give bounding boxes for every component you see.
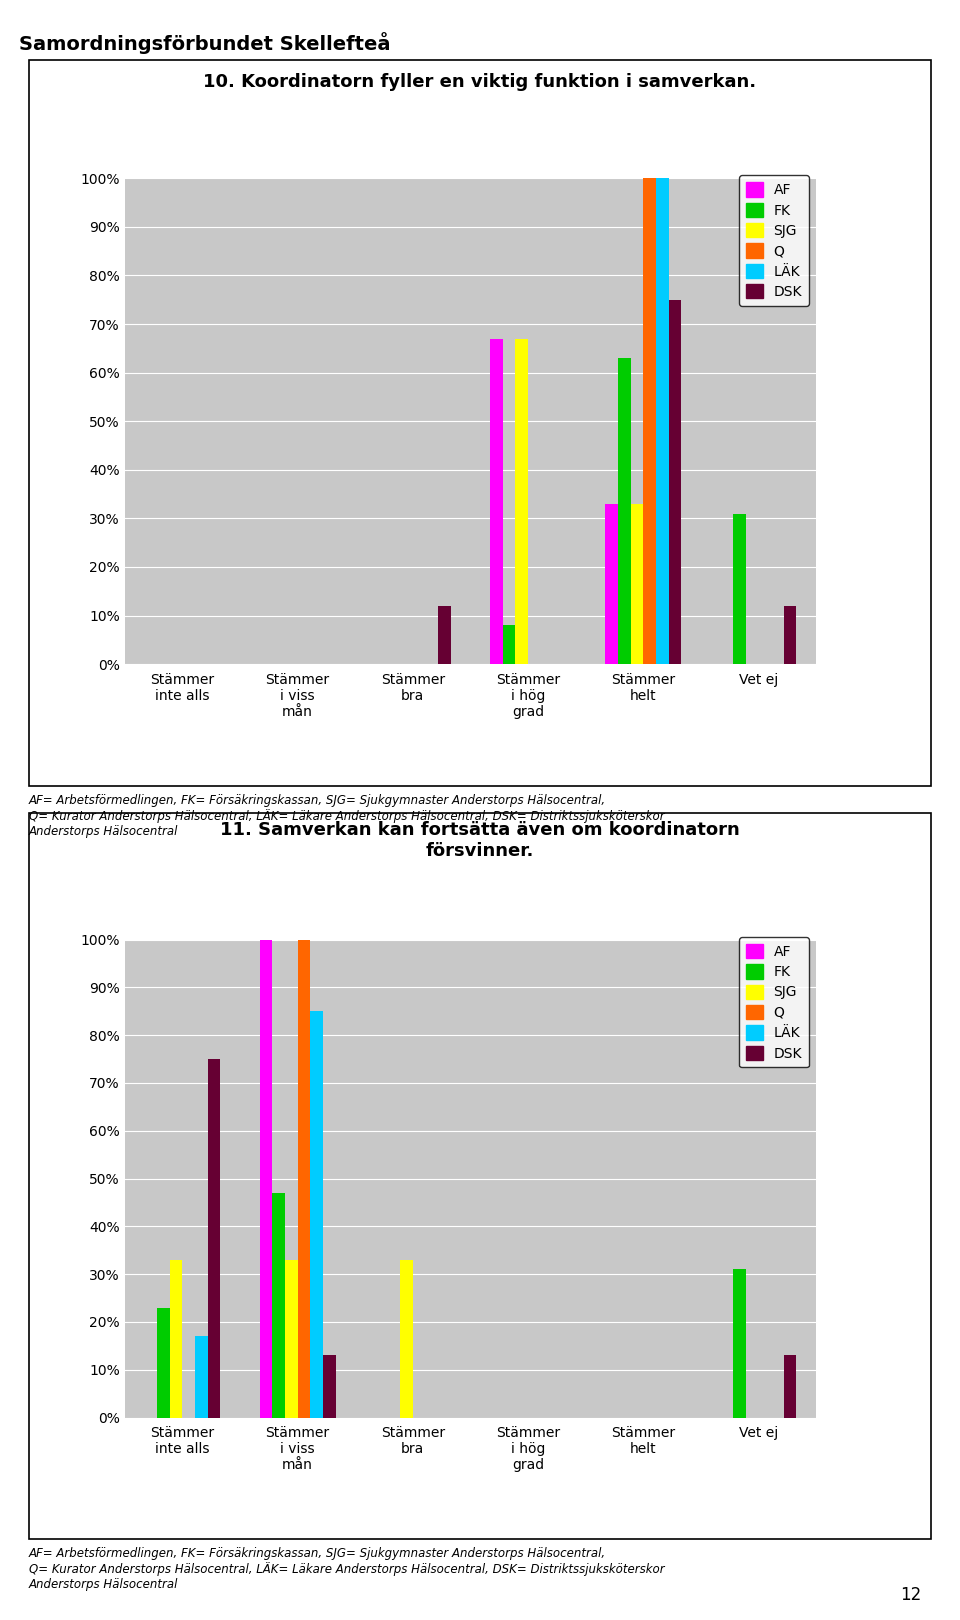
- Bar: [503, 625, 516, 664]
- Bar: [733, 514, 746, 664]
- Bar: [195, 1336, 207, 1418]
- Text: 12: 12: [900, 1586, 922, 1604]
- Text: AF= Arbetsförmedlingen, FK= Försäkringskassan, SJG= Sjukgymnaster Anderstorps Hä: AF= Arbetsförmedlingen, FK= Försäkringsk…: [29, 1547, 664, 1591]
- Bar: [157, 1307, 170, 1418]
- Bar: [490, 339, 503, 664]
- Bar: [323, 1356, 336, 1418]
- Text: Samordningsförbundet Skellefteå: Samordningsförbundet Skellefteå: [19, 32, 391, 55]
- Bar: [631, 504, 643, 664]
- Bar: [783, 1356, 797, 1418]
- Text: 11. Samverkan kan fortsätta även om koordinatorn
försvinner.: 11. Samverkan kan fortsätta även om koor…: [220, 821, 740, 860]
- Legend: AF, FK, SJG, Q, LÄK, DSK: AF, FK, SJG, Q, LÄK, DSK: [739, 936, 809, 1068]
- Bar: [400, 1260, 413, 1418]
- Bar: [668, 300, 682, 664]
- Legend: AF, FK, SJG, Q, LÄK, DSK: AF, FK, SJG, Q, LÄK, DSK: [739, 175, 809, 306]
- Bar: [207, 1059, 221, 1418]
- Bar: [516, 339, 528, 664]
- Bar: [605, 504, 618, 664]
- Bar: [733, 1270, 746, 1418]
- Text: AF= Arbetsförmedlingen, FK= Försäkringskassan, SJG= Sjukgymnaster Anderstorps Hä: AF= Arbetsförmedlingen, FK= Försäkringsk…: [29, 794, 664, 838]
- Bar: [285, 1260, 298, 1418]
- Bar: [656, 178, 668, 664]
- Bar: [310, 1011, 323, 1418]
- Bar: [643, 178, 656, 664]
- Bar: [783, 606, 797, 664]
- Bar: [438, 606, 451, 664]
- Bar: [298, 940, 310, 1418]
- Bar: [170, 1260, 182, 1418]
- Bar: [273, 1192, 285, 1418]
- Text: 10. Koordinatorn fyller en viktig funktion i samverkan.: 10. Koordinatorn fyller en viktig funkti…: [204, 73, 756, 91]
- Bar: [618, 358, 631, 664]
- Bar: [259, 940, 273, 1418]
